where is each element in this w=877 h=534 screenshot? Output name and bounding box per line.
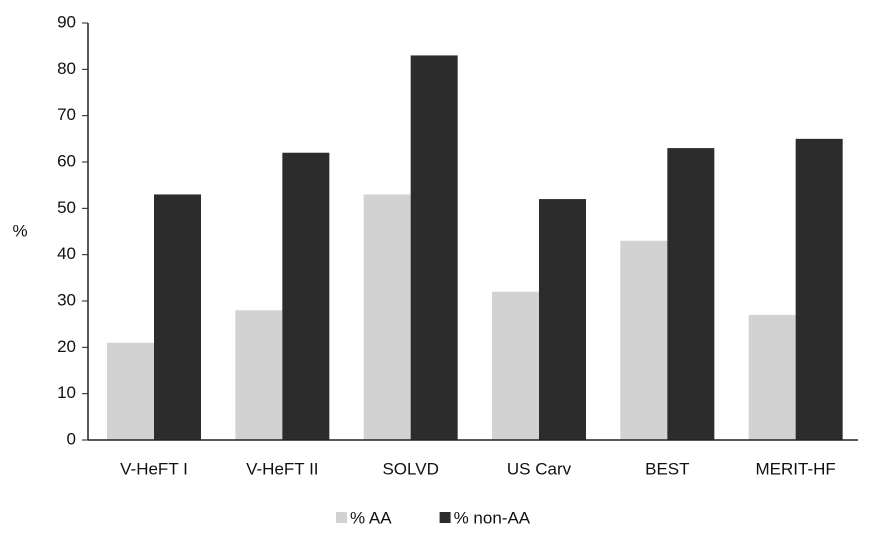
y-tick-label: 60	[57, 151, 76, 170]
x-tick-label: V-HeFT II	[246, 459, 318, 478]
x-tick-label: US Carv	[507, 459, 572, 478]
legend-swatch	[439, 512, 451, 523]
bar	[748, 314, 796, 440]
x-tick-label: SOLVD	[382, 459, 438, 478]
y-tick-label: 10	[57, 383, 76, 402]
y-tick-label: 50	[57, 198, 76, 217]
x-tick-label: V-HeFT I	[120, 459, 188, 478]
y-tick-label: 0	[67, 429, 76, 448]
bar	[235, 310, 283, 440]
bar	[363, 194, 411, 440]
bar	[282, 152, 330, 440]
bar	[107, 342, 154, 440]
legend-label: % non-AA	[454, 508, 531, 527]
y-tick-label: 90	[57, 12, 76, 31]
y-axis-label: %	[12, 221, 27, 240]
bar	[492, 291, 539, 440]
y-tick-label: 80	[57, 59, 76, 78]
bar	[795, 138, 843, 441]
y-tick-label: 30	[57, 290, 76, 309]
y-tick-label: 70	[57, 105, 76, 124]
bar	[410, 55, 458, 440]
bar	[539, 199, 586, 440]
bar	[667, 148, 715, 440]
bar	[154, 194, 201, 440]
legend-swatch	[336, 512, 347, 523]
legend-label: % AA	[350, 508, 392, 527]
y-tick-label: 20	[57, 337, 76, 356]
bar	[620, 240, 668, 440]
x-tick-label: MERIT-HF	[756, 459, 836, 478]
y-tick-label: 40	[57, 244, 76, 263]
x-tick-label: BEST	[645, 459, 689, 478]
